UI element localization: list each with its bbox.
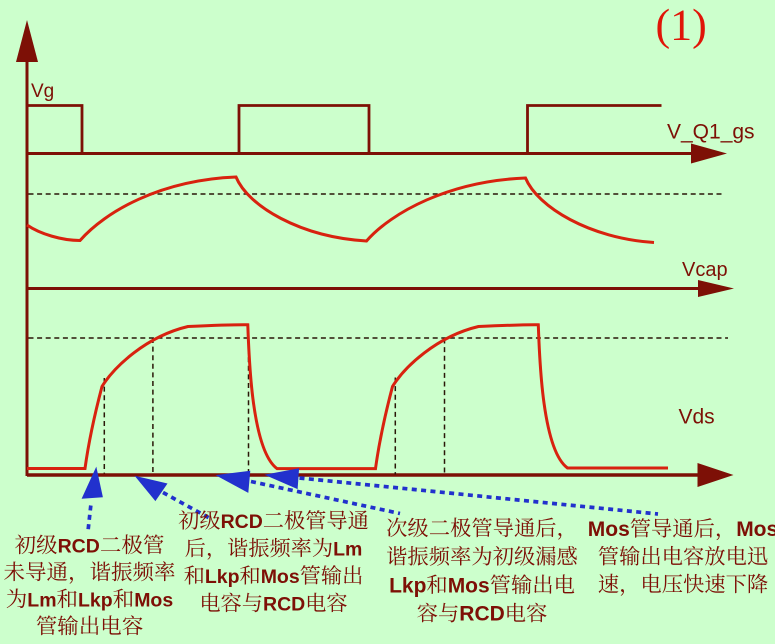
svg-text:Lkp: Lkp [205, 566, 240, 588]
svg-text:RCD: RCD [221, 511, 263, 533]
svg-text:Vcap: Vcap [682, 259, 728, 281]
svg-text:RCD: RCD [459, 603, 505, 626]
svg-text:Lm: Lm [333, 539, 362, 561]
svg-text:V_Q1_gs: V_Q1_gs [667, 121, 755, 144]
svg-text:Mos: Mos [588, 518, 630, 541]
svg-text:Mos: Mos [736, 518, 775, 541]
svg-text:Vg: Vg [31, 81, 54, 102]
svg-text:RCD: RCD [58, 536, 100, 558]
svg-text:Vds: Vds [679, 406, 715, 429]
svg-text:Mos: Mos [134, 590, 173, 612]
svg-text:(1): (1) [656, 1, 707, 50]
svg-text:Lkp: Lkp [389, 574, 426, 597]
svg-text:Mos: Mos [448, 574, 490, 597]
svg-text:RCD: RCD [263, 594, 305, 616]
svg-text:Lkp: Lkp [78, 590, 113, 612]
svg-text:Mos: Mos [261, 566, 300, 588]
svg-text:Lm: Lm [27, 590, 56, 612]
